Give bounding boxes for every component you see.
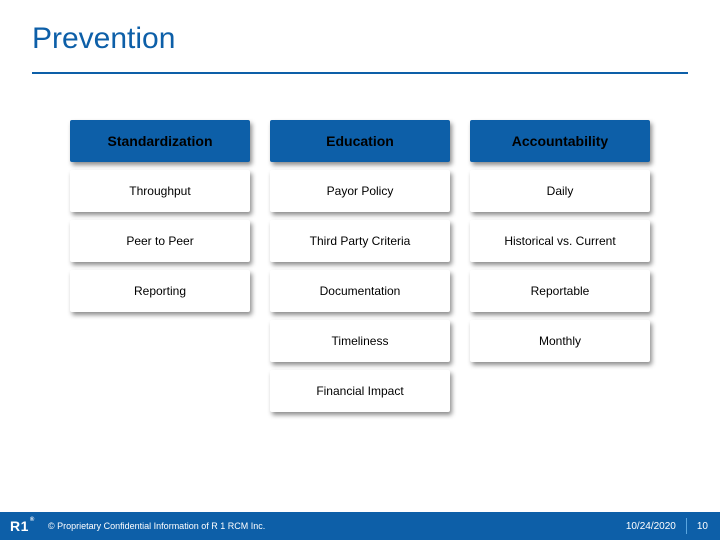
footer-right: 10/24/2020 10 (626, 512, 720, 540)
page-title: Prevention (32, 22, 175, 56)
cell-empty (70, 370, 250, 412)
copyright-text: © Proprietary Confidential Information o… (48, 521, 265, 531)
cell-empty (470, 370, 650, 412)
cell: Peer to Peer (70, 220, 250, 262)
col-header-standardization: Standardization (70, 120, 250, 162)
footer-bar: R1® © Proprietary Confidential Informati… (0, 512, 720, 540)
cell: Timeliness (270, 320, 450, 362)
col-header-accountability: Accountability (470, 120, 650, 162)
cell: Throughput (70, 170, 250, 212)
cell: Financial Impact (270, 370, 450, 412)
registered-icon: ® (30, 517, 35, 523)
footer-date: 10/24/2020 (626, 521, 686, 532)
footer-page-number: 10 (687, 521, 720, 532)
cell: Daily (470, 170, 650, 212)
logo-text: R1 (10, 518, 29, 534)
cell: Reportable (470, 270, 650, 312)
content-grid: Standardization Education Accountability… (70, 120, 650, 412)
col-header-education: Education (270, 120, 450, 162)
cell: Documentation (270, 270, 450, 312)
cell: Payor Policy (270, 170, 450, 212)
slide: Prevention Standardization Education Acc… (0, 0, 720, 540)
title-rule (32, 72, 688, 74)
cell: Monthly (470, 320, 650, 362)
logo: R1® (0, 512, 38, 540)
cell: Historical vs. Current (470, 220, 650, 262)
cell: Third Party Criteria (270, 220, 450, 262)
cell: Reporting (70, 270, 250, 312)
cell-empty (70, 320, 250, 362)
